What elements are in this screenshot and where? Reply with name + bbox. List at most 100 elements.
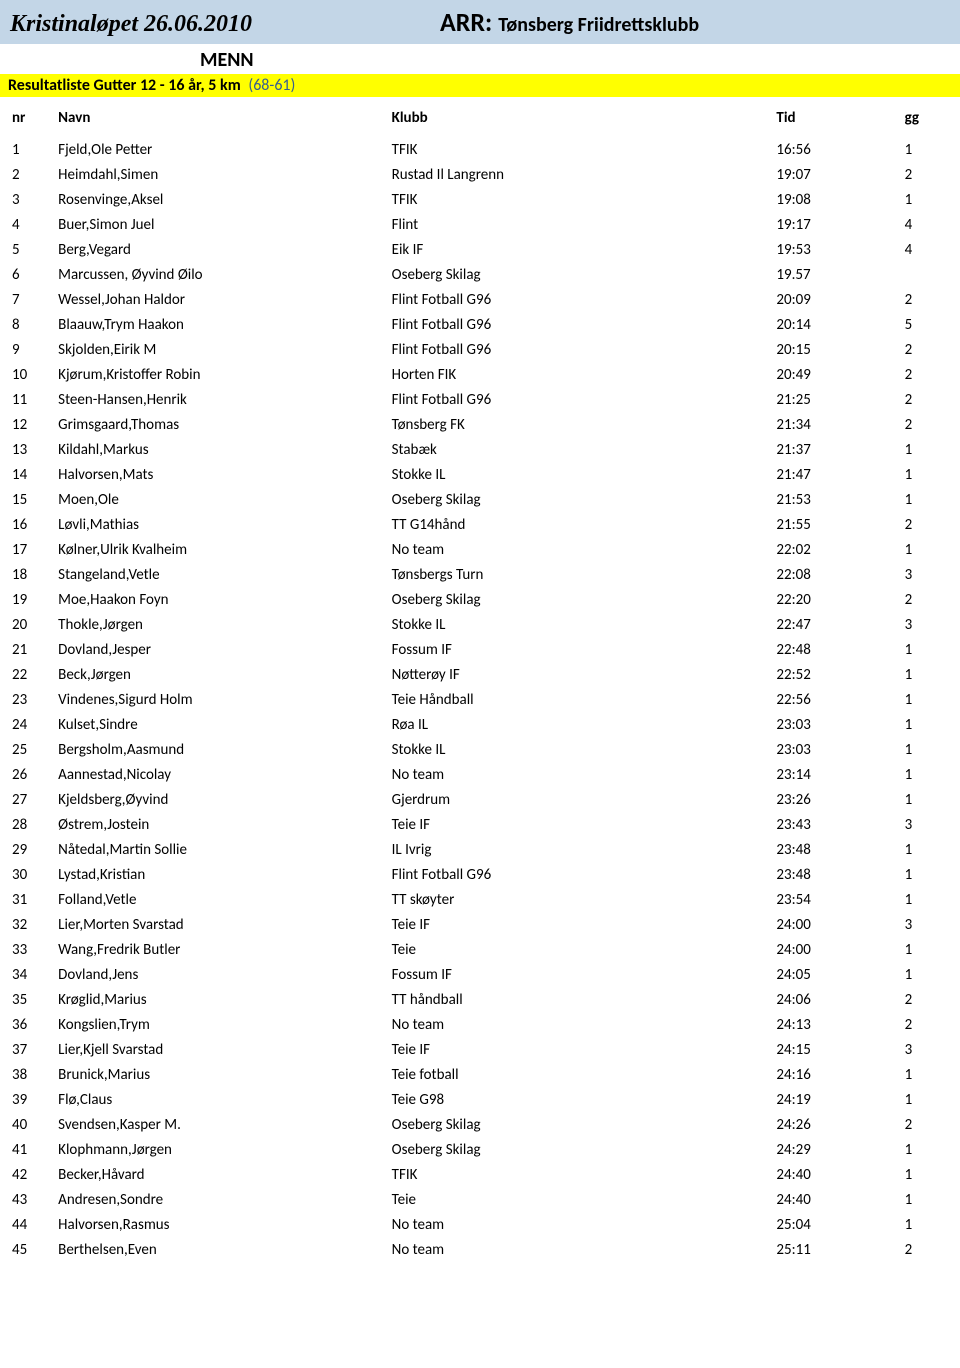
- cell-gg: 2: [901, 512, 952, 537]
- table-row: 24Kulset,SindreRøa IL23:031: [8, 712, 952, 737]
- cell-club: TT håndball: [388, 987, 773, 1012]
- table-row: 28Østrem,JosteinTeie IF23:433: [8, 812, 952, 837]
- table-row: 25Bergsholm,AasmundStokke IL23:031: [8, 737, 952, 762]
- cell-club: Gjerdrum: [388, 787, 773, 812]
- cell-name: Blaauw,Trym Haakon: [54, 312, 387, 337]
- cell-gg: 3: [901, 912, 952, 937]
- cell-time: 19:07: [772, 162, 900, 187]
- cell-gg: 1: [901, 187, 952, 212]
- cell-time: 21:37: [772, 437, 900, 462]
- table-row: 38Brunick,MariusTeie fotball24:161: [8, 1062, 952, 1087]
- cell-nr: 9: [8, 337, 54, 362]
- table-row: 19Moe,Haakon FoynOseberg Skilag22:202: [8, 587, 952, 612]
- cell-gg: 1: [901, 787, 952, 812]
- cell-gg: 2: [901, 987, 952, 1012]
- cell-club: Teie: [388, 1187, 773, 1212]
- cell-time: 25:04: [772, 1212, 900, 1237]
- cell-nr: 23: [8, 687, 54, 712]
- cell-name: Kongslien,Trym: [54, 1012, 387, 1037]
- cell-time: 24:40: [772, 1162, 900, 1187]
- cell-gg: 2: [901, 162, 952, 187]
- cell-club: Fossum IF: [388, 962, 773, 987]
- cell-gg: 1: [901, 837, 952, 862]
- cell-time: 20:49: [772, 362, 900, 387]
- table-row: 5Berg,VegardEik IF19:534: [8, 237, 952, 262]
- table-row: 10Kjørum,Kristoffer RobinHorten FIK20:49…: [8, 362, 952, 387]
- cell-time: 23:26: [772, 787, 900, 812]
- table-row: 11Steen-Hansen,HenrikFlint Fotball G9621…: [8, 387, 952, 412]
- cell-name: Kulset,Sindre: [54, 712, 387, 737]
- cell-gg: 1: [901, 937, 952, 962]
- cell-nr: 41: [8, 1137, 54, 1162]
- cell-name: Nåtedal,Martin Sollie: [54, 837, 387, 862]
- cell-gg: 2: [901, 287, 952, 312]
- cell-time: 20:14: [772, 312, 900, 337]
- cell-club: Flint: [388, 212, 773, 237]
- cell-club: Tønsberg FK: [388, 412, 773, 437]
- cell-name: Thokle,Jørgen: [54, 612, 387, 637]
- cell-nr: 12: [8, 412, 54, 437]
- cell-club: Stokke IL: [388, 737, 773, 762]
- table-row: 40Svendsen,Kasper M.Oseberg Skilag24:262: [8, 1112, 952, 1137]
- cell-time: 24:19: [772, 1087, 900, 1112]
- cell-time: 24:00: [772, 937, 900, 962]
- cell-nr: 27: [8, 787, 54, 812]
- cell-nr: 26: [8, 762, 54, 787]
- cell-club: Teie G98: [388, 1087, 773, 1112]
- cell-club: Rustad Il Langrenn: [388, 162, 773, 187]
- table-row: 36Kongslien,TrymNo team24:132: [8, 1012, 952, 1037]
- cell-nr: 15: [8, 487, 54, 512]
- cell-time: 22:02: [772, 537, 900, 562]
- table-row: 14Halvorsen,MatsStokke IL21:471: [8, 462, 952, 487]
- cell-nr: 39: [8, 1087, 54, 1112]
- cell-time: 19:08: [772, 187, 900, 212]
- cell-time: 21:53: [772, 487, 900, 512]
- cell-name: Fjeld,Ole Petter: [54, 137, 387, 162]
- cell-gg: 1: [901, 137, 952, 162]
- cell-name: Halvorsen,Rasmus: [54, 1212, 387, 1237]
- cell-nr: 3: [8, 187, 54, 212]
- cell-name: Lier,Kjell Svarstad: [54, 1037, 387, 1062]
- category-name: Resultatliste Gutter 12 - 16 år, 5 km: [8, 76, 241, 95]
- cell-time: 21:34: [772, 412, 900, 437]
- cell-nr: 31: [8, 887, 54, 912]
- cell-name: Andresen,Sondre: [54, 1187, 387, 1212]
- cell-name: Lystad,Kristian: [54, 862, 387, 887]
- cell-gg: 2: [901, 412, 952, 437]
- cell-gg: 1: [901, 762, 952, 787]
- cell-club: Røa IL: [388, 712, 773, 737]
- cell-gg: 1: [901, 962, 952, 987]
- cell-time: 23:03: [772, 737, 900, 762]
- cell-nr: 16: [8, 512, 54, 537]
- table-row: 39Flø,ClausTeie G9824:191: [8, 1087, 952, 1112]
- cell-name: Skjolden,Eirik M: [54, 337, 387, 362]
- cell-name: Rosenvinge,Aksel: [54, 187, 387, 212]
- table-row: 35Krøglid,MariusTT håndball24:062: [8, 987, 952, 1012]
- cell-gg: 1: [901, 487, 952, 512]
- cell-club: Teie IF: [388, 912, 773, 937]
- cell-gg: 1: [901, 1162, 952, 1187]
- cell-time: 23:03: [772, 712, 900, 737]
- table-row: 43Andresen,SondreTeie24:401: [8, 1187, 952, 1212]
- arr-label: ARR:: [440, 6, 492, 38]
- cell-nr: 1: [8, 137, 54, 162]
- cell-name: Beck,Jørgen: [54, 662, 387, 687]
- cell-name: Bergsholm,Aasmund: [54, 737, 387, 762]
- cell-club: TFIK: [388, 137, 773, 162]
- cell-name: Løvli,Mathias: [54, 512, 387, 537]
- table-row: 9Skjolden,Eirik MFlint Fotball G9620:152: [8, 337, 952, 362]
- cell-gg: 1: [901, 712, 952, 737]
- cell-nr: 44: [8, 1212, 54, 1237]
- cell-gg: 3: [901, 612, 952, 637]
- cell-gg: 3: [901, 562, 952, 587]
- table-row: 13Kildahl,MarkusStabæk21:371: [8, 437, 952, 462]
- table-row: 7Wessel,Johan HaldorFlint Fotball G9620:…: [8, 287, 952, 312]
- table-row: 27Kjeldsberg,ØyvindGjerdrum23:261: [8, 787, 952, 812]
- cell-gg: 4: [901, 212, 952, 237]
- cell-nr: 34: [8, 962, 54, 987]
- table-row: 17Kølner,Ulrik KvalheimNo team22:021: [8, 537, 952, 562]
- cell-nr: 22: [8, 662, 54, 687]
- cell-gg: 3: [901, 1037, 952, 1062]
- cell-time: 23:54: [772, 887, 900, 912]
- cell-gg: 3: [901, 812, 952, 837]
